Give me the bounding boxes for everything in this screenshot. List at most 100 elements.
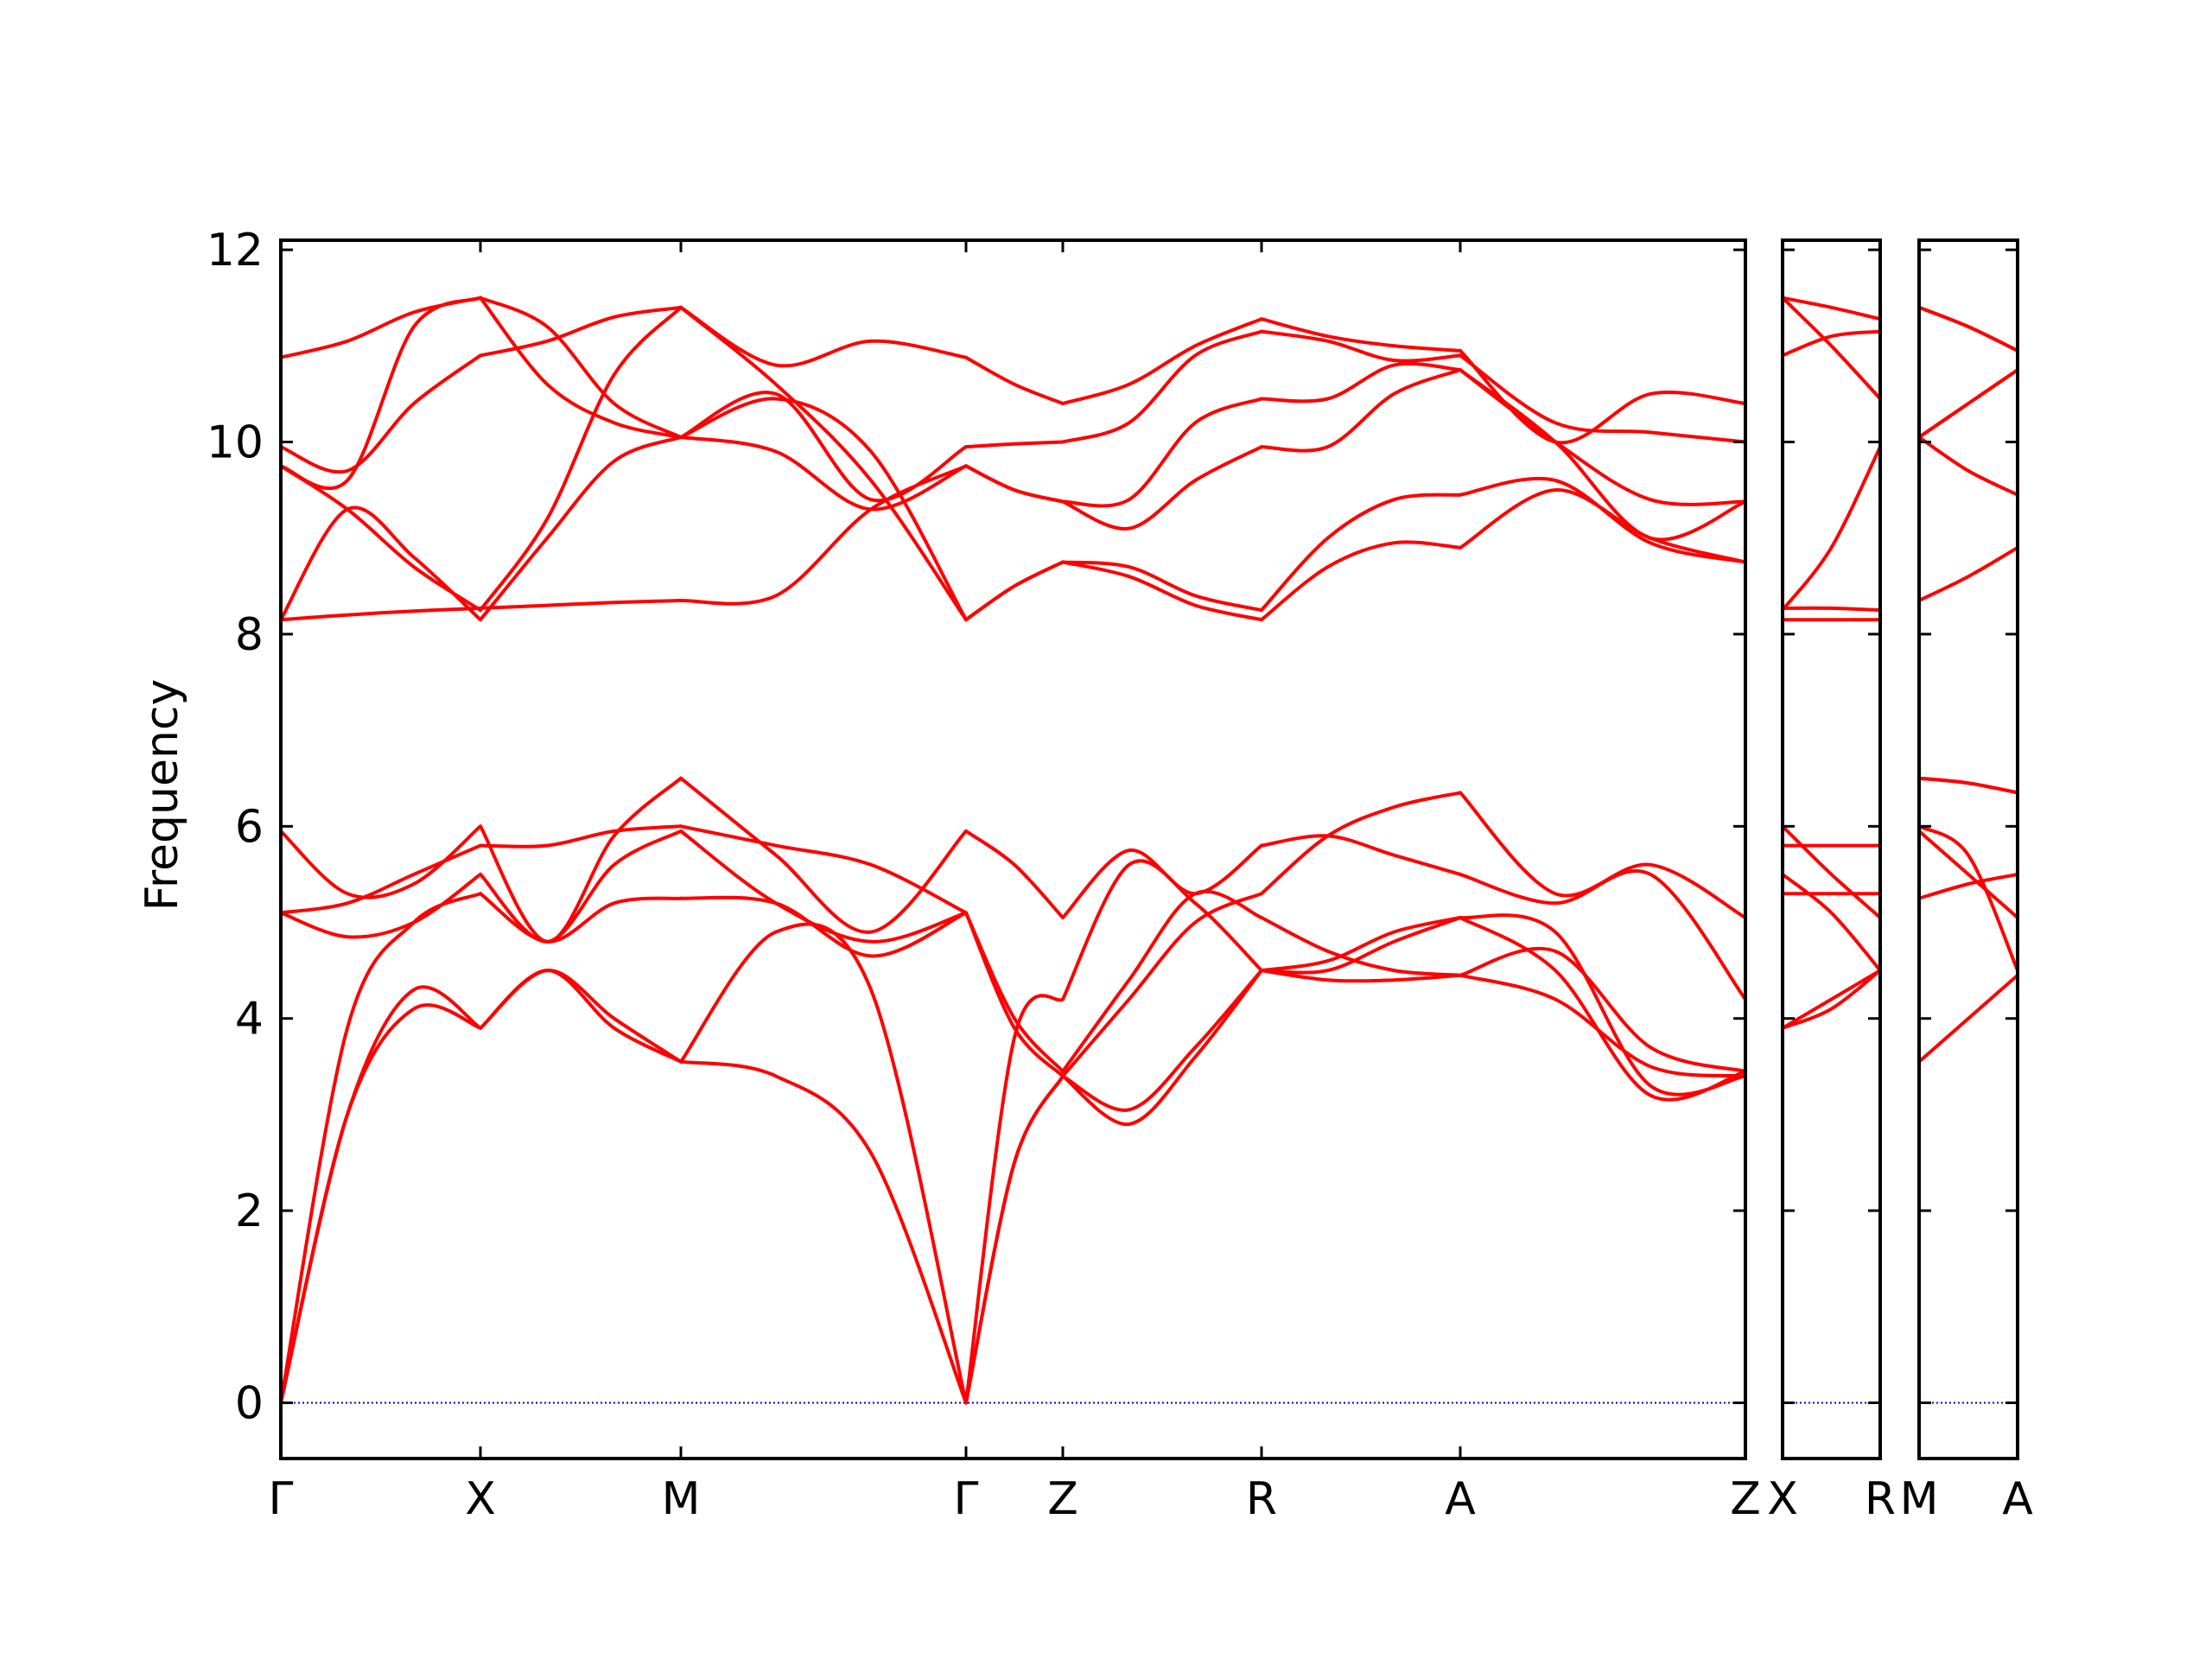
band-p3-seg0-b1 xyxy=(1917,872,2019,900)
xtick-label-p1-1: X xyxy=(465,1473,496,1525)
band-p3-seg0-b11 xyxy=(1917,305,2019,353)
band-p1-seg5-b0 xyxy=(1260,969,1462,983)
band-p1-seg6-b1 xyxy=(1459,913,1747,1096)
band-p1-seg1-b1 xyxy=(479,969,683,1064)
band-p1-seg6-b7 xyxy=(1459,476,1747,564)
band-p1-seg4-b6 xyxy=(1061,560,1263,622)
band-p1-seg4-b7 xyxy=(1061,560,1263,613)
xtick-label-p1-5: R xyxy=(1246,1473,1277,1525)
band-p1-seg0-b5 xyxy=(279,824,482,899)
band-p2-seg0-b10 xyxy=(1781,296,1882,401)
band-p1-seg2-b2 xyxy=(679,895,968,958)
band-p1-seg1-b6 xyxy=(479,599,683,610)
band-p1-seg2-b0 xyxy=(679,1059,968,1405)
xtick-label-p2-1: R xyxy=(1865,1473,1896,1525)
band-p1-seg3-b4 xyxy=(964,911,1065,1073)
band-p2-seg0-b6 xyxy=(1781,606,1882,613)
band-p1-seg0-b2 xyxy=(279,892,482,1405)
band-p3-seg0-b3 xyxy=(1917,824,2019,973)
band-p1-seg6-b4 xyxy=(1459,946,1747,1073)
xtick-label-p1-3: Γ xyxy=(954,1473,979,1525)
xtick-label-p1-6: A xyxy=(1445,1473,1476,1525)
band-p2-seg0-b9 xyxy=(1781,329,1882,358)
band-p1-seg5-b7 xyxy=(1260,493,1462,613)
band-p2-seg0-b1 xyxy=(1781,969,1882,1030)
band-p3-seg0-b5 xyxy=(1917,776,2019,795)
band-p1-seg3-b1 xyxy=(964,1074,1065,1405)
band-p1-seg6-b5 xyxy=(1459,868,1747,1001)
band-p2-seg0-b11 xyxy=(1781,296,1882,321)
ytick-label-6: 6 xyxy=(235,801,264,853)
y-axis-label: Frequency xyxy=(137,679,188,912)
band-p1-seg1-b3 xyxy=(479,829,683,944)
xtick-label-p3-1: A xyxy=(2002,1473,2033,1525)
xtick-label-p1-7: Z xyxy=(1730,1473,1761,1525)
band-p1-seg1-b9 xyxy=(479,296,683,439)
band-p1-seg5-b2 xyxy=(1260,916,1462,973)
xtick-label-p1-0: Γ xyxy=(269,1473,294,1525)
ytick-label-2: 2 xyxy=(235,1185,264,1237)
ytick-label-8: 8 xyxy=(235,609,264,661)
band-p1-seg0-b11 xyxy=(279,296,482,359)
band-p1-seg2-b7 xyxy=(679,397,968,622)
band-p1-seg0-b0 xyxy=(279,1003,482,1405)
band-p1-seg6-b11 xyxy=(1459,348,1747,445)
band-p2-seg0-b3 xyxy=(1781,872,1882,973)
band-p1-seg5-b8 xyxy=(1260,368,1462,453)
band-p1-seg1-b2 xyxy=(479,892,683,944)
band-p2-seg0-b8 xyxy=(1781,445,1882,613)
band-p1-seg1-b0 xyxy=(479,969,683,1064)
band-p1-seg1-b7 xyxy=(479,435,683,622)
band-p1-seg6-b2 xyxy=(1459,916,1747,1102)
band-p1-seg6-b3 xyxy=(1459,791,1747,919)
band-p1-seg3-b10 xyxy=(964,440,1065,449)
band-p1-seg5-b10 xyxy=(1260,329,1462,363)
band-p1-seg3-b9 xyxy=(964,464,1065,504)
ytick-label-12: 12 xyxy=(207,225,264,276)
band-p2-seg0-b0 xyxy=(1781,969,1882,1030)
band-p1-seg0-b6 xyxy=(279,606,482,622)
band-p1-seg4-b0 xyxy=(1061,969,1263,1127)
band-p1-seg2-b5 xyxy=(679,776,968,934)
band-p1-seg1-b5 xyxy=(479,776,683,944)
band-p1-seg2-b6 xyxy=(679,464,968,606)
band-p1-seg5-b3 xyxy=(1260,791,1462,896)
band-p1-seg4-b11 xyxy=(1061,317,1263,405)
band-p1-seg5-b6 xyxy=(1260,540,1462,622)
band-p1-seg4-b3 xyxy=(1061,892,1263,1078)
band-p1-seg4-b4 xyxy=(1061,889,1263,1073)
band-p1-seg5-b1 xyxy=(1260,916,1462,975)
xtick-label-p1-2: M xyxy=(662,1473,701,1525)
band-p1-seg3-b0 xyxy=(964,1074,1065,1405)
band-p1-seg3-b7 xyxy=(964,560,1065,622)
frame-p3 xyxy=(1917,238,2019,1460)
band-p1-seg2-b1 xyxy=(679,922,968,1405)
band-p1-seg1-b10 xyxy=(479,305,683,358)
band-p1-seg3-b11 xyxy=(964,355,1065,405)
band-p1-seg4-b1 xyxy=(1061,969,1263,1112)
band-p1-seg3-b5 xyxy=(964,829,1065,919)
band-p1-seg2-b8 xyxy=(679,305,968,622)
band-p1-seg6-b10 xyxy=(1459,353,1747,444)
frame-p1 xyxy=(279,238,1747,1460)
frame-p2 xyxy=(1781,238,1882,1460)
xtick-label-p2-0: X xyxy=(1767,1473,1798,1525)
band-p1-seg5-b9 xyxy=(1260,361,1462,404)
xtick-label-p3-0: M xyxy=(1900,1473,1939,1525)
ytick-label-10: 10 xyxy=(207,417,264,469)
band-p1-seg5-b11 xyxy=(1260,317,1462,353)
band-p2-seg0-b5 xyxy=(1781,824,1882,919)
band-p1-seg1-b4 xyxy=(479,824,683,849)
ytick-label-0: 0 xyxy=(235,1378,264,1430)
band-p1-seg2-b11 xyxy=(679,391,968,503)
band-p1-seg2-b4 xyxy=(679,824,968,915)
band-p1-seg1-b11 xyxy=(479,296,683,439)
band-p3-seg0-b2 xyxy=(1917,829,2019,919)
band-p1-seg4-b10 xyxy=(1061,329,1263,444)
band-p1-seg4-b5 xyxy=(1061,843,1263,919)
band-p1-seg6-b0 xyxy=(1459,973,1747,1078)
ytick-label-4: 4 xyxy=(235,994,264,1046)
band-p1-seg6-b9 xyxy=(1459,368,1747,506)
